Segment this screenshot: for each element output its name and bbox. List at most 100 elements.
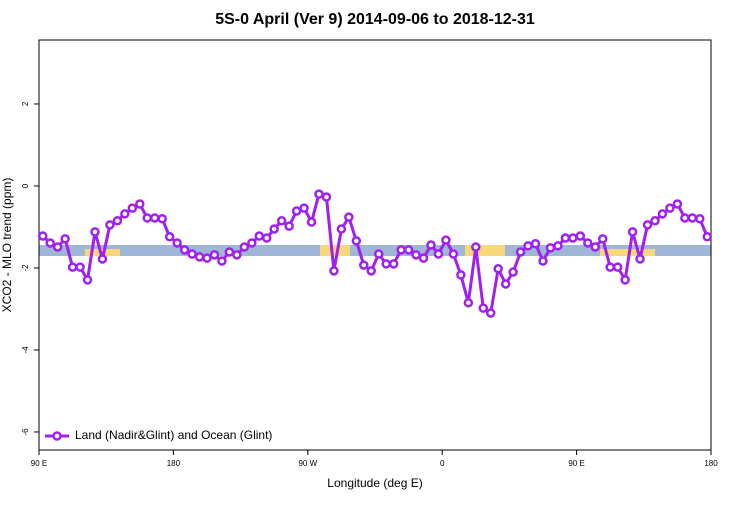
data-point (642, 220, 653, 230)
data-point (254, 231, 265, 241)
data-point (97, 254, 108, 264)
data-point (657, 209, 668, 219)
data-point (112, 216, 123, 226)
data-point (149, 213, 160, 223)
data-point (695, 214, 705, 224)
data-point (508, 267, 518, 277)
data-point (687, 213, 698, 223)
data-point (568, 233, 578, 243)
data-point (164, 232, 175, 242)
data-point (463, 298, 474, 308)
y-tick-label: -2 (21, 264, 30, 272)
background-band (39, 245, 711, 256)
data-point (396, 245, 406, 255)
data-point (142, 213, 153, 223)
data-point (500, 279, 511, 289)
data-point (52, 242, 63, 252)
data-point (650, 216, 660, 226)
x-tick-label: 90 E (31, 459, 47, 468)
data-point (575, 231, 586, 241)
data-point (627, 227, 638, 237)
data-point (418, 253, 429, 263)
chart-title: 5S-0 April (Ver 9) 2014-09-06 to 2018-12… (215, 11, 535, 28)
data-point (471, 242, 481, 252)
data-point (426, 240, 436, 250)
data-point (373, 249, 384, 259)
data-point (448, 249, 459, 259)
data-point (157, 214, 167, 224)
data-point (702, 232, 713, 242)
data-point (179, 245, 190, 255)
plot-frame (38, 39, 712, 451)
data-point (314, 189, 324, 199)
data-point (284, 221, 294, 231)
data-point (269, 224, 279, 234)
data-point (583, 238, 593, 248)
data-point (45, 238, 55, 248)
data-point (366, 266, 377, 276)
data-point (553, 241, 563, 251)
data-point (232, 250, 242, 260)
data-point (291, 206, 302, 216)
data-point (37, 231, 48, 241)
data-point (493, 264, 503, 274)
data-point (276, 216, 287, 226)
data-point (135, 199, 145, 209)
data-point (530, 239, 541, 249)
legend-marker (52, 431, 62, 441)
data-point (187, 249, 197, 259)
data-point (202, 253, 212, 263)
data-point (605, 262, 615, 272)
data-point (381, 259, 391, 269)
data-point (590, 242, 601, 252)
data-point (194, 252, 205, 262)
data-point (127, 203, 138, 213)
data-point (82, 275, 93, 285)
x-tick-label: 90 W (298, 459, 317, 468)
data-point (209, 250, 220, 260)
data-point (597, 234, 608, 244)
y-tick-label: 2 (21, 101, 30, 106)
data-point (620, 275, 630, 285)
data-point (560, 233, 571, 243)
data-point (224, 247, 235, 257)
y-tick-label: -4 (21, 346, 30, 354)
data-point (441, 235, 451, 245)
data-point (247, 238, 257, 248)
data-point (172, 238, 182, 248)
y-axis-label: XCO2 - MLO trend (ppm) (0, 178, 14, 313)
data-point (538, 256, 548, 266)
x-tick-label: 180 (167, 459, 181, 468)
data-point (60, 234, 70, 244)
data-point (261, 233, 272, 243)
data-point (306, 217, 317, 227)
data-point (321, 192, 332, 202)
data-point (344, 212, 354, 222)
data-point (120, 209, 130, 219)
data-point (672, 199, 683, 209)
legend-label: Land (Nadir&Glint) and Ocean (Glint) (75, 428, 272, 442)
data-point (329, 266, 339, 276)
data-point (665, 203, 675, 213)
data-point (612, 262, 623, 272)
y-tick-label: 0 (21, 183, 30, 188)
x-tick-label: 180 (704, 459, 718, 468)
data-point (359, 260, 369, 270)
data-point (239, 242, 250, 252)
data-point (403, 245, 414, 255)
data-point (105, 220, 115, 230)
data-point (680, 213, 690, 223)
data-point (299, 203, 309, 213)
y-tick-label: -6 (21, 428, 30, 436)
x-tick-label: 0 (440, 459, 445, 468)
data-point (545, 243, 556, 253)
data-point (478, 303, 489, 313)
data-point (90, 227, 100, 237)
data-point (433, 249, 444, 259)
data-point (523, 241, 533, 251)
x-tick-label: 90 E (568, 459, 584, 468)
data-point (67, 262, 78, 272)
data-point (515, 247, 526, 257)
data-point (351, 236, 362, 246)
